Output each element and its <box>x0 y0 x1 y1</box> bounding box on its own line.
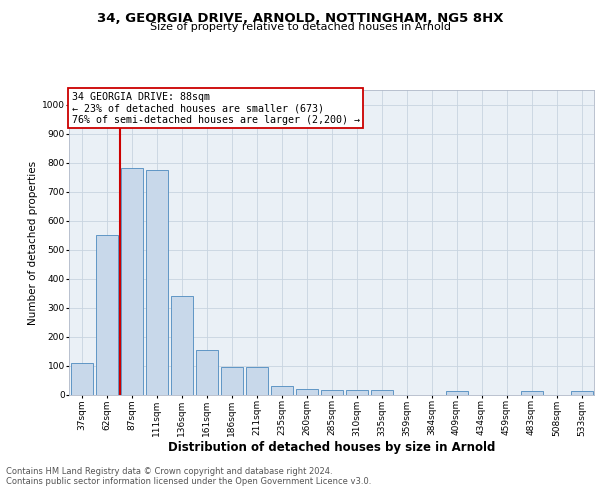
Text: Contains public sector information licensed under the Open Government Licence v3: Contains public sector information licen… <box>6 477 371 486</box>
Bar <box>371 390 392 395</box>
Bar <box>521 390 542 395</box>
X-axis label: Distribution of detached houses by size in Arnold: Distribution of detached houses by size … <box>168 441 495 454</box>
Text: Size of property relative to detached houses in Arnold: Size of property relative to detached ho… <box>149 22 451 32</box>
Text: 34, GEORGIA DRIVE, ARNOLD, NOTTINGHAM, NG5 8HX: 34, GEORGIA DRIVE, ARNOLD, NOTTINGHAM, N… <box>97 12 503 26</box>
Bar <box>271 386 293 395</box>
Bar <box>146 170 167 395</box>
Text: Contains HM Land Registry data © Crown copyright and database right 2024.: Contains HM Land Registry data © Crown c… <box>6 467 332 476</box>
Bar <box>320 390 343 395</box>
Bar <box>121 168 143 395</box>
Bar <box>221 368 242 395</box>
Bar <box>196 350 218 395</box>
Bar <box>95 235 118 395</box>
Bar <box>71 363 92 395</box>
Bar <box>170 296 193 395</box>
Text: 34 GEORGIA DRIVE: 88sqm
← 23% of detached houses are smaller (673)
76% of semi-d: 34 GEORGIA DRIVE: 88sqm ← 23% of detache… <box>71 92 359 124</box>
Bar <box>245 368 268 395</box>
Bar <box>346 390 367 395</box>
Y-axis label: Number of detached properties: Number of detached properties <box>28 160 38 324</box>
Bar <box>571 390 593 395</box>
Bar <box>296 388 317 395</box>
Bar <box>445 390 467 395</box>
